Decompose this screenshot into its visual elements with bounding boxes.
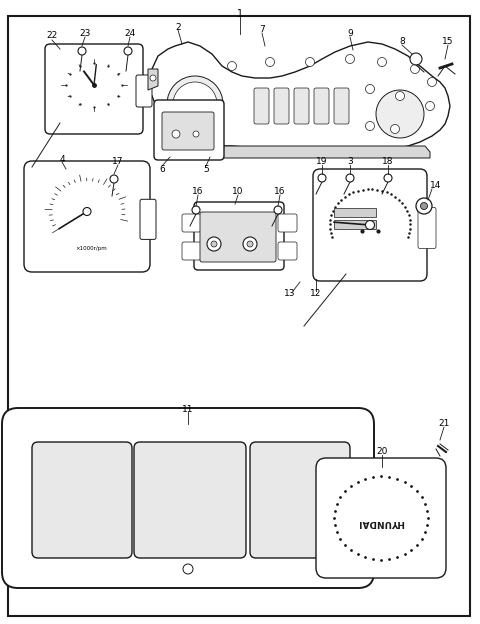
FancyBboxPatch shape (313, 169, 427, 281)
Circle shape (83, 208, 91, 215)
FancyBboxPatch shape (200, 212, 276, 262)
Text: 20: 20 (376, 447, 388, 457)
Circle shape (173, 82, 217, 126)
FancyBboxPatch shape (140, 199, 156, 240)
Circle shape (305, 57, 314, 67)
Text: 10: 10 (232, 187, 244, 197)
Circle shape (274, 206, 282, 214)
Polygon shape (148, 42, 450, 156)
Circle shape (228, 62, 237, 71)
Text: 4: 4 (59, 155, 65, 163)
Text: 12: 12 (310, 290, 322, 298)
Circle shape (124, 47, 132, 55)
FancyBboxPatch shape (162, 112, 214, 150)
FancyBboxPatch shape (182, 242, 201, 260)
Circle shape (172, 130, 180, 138)
Text: 22: 22 (47, 31, 58, 41)
Text: 19: 19 (316, 157, 328, 167)
FancyBboxPatch shape (254, 88, 269, 124)
Polygon shape (210, 146, 430, 158)
Circle shape (265, 57, 275, 67)
Text: 16: 16 (192, 187, 204, 197)
FancyBboxPatch shape (334, 88, 349, 124)
FancyBboxPatch shape (250, 442, 350, 558)
Circle shape (365, 220, 374, 230)
Text: 24: 24 (124, 29, 136, 39)
Circle shape (346, 54, 355, 64)
Circle shape (376, 90, 424, 138)
Circle shape (247, 241, 253, 247)
Circle shape (410, 53, 422, 65)
Text: 8: 8 (399, 37, 405, 47)
Text: 5: 5 (203, 165, 209, 173)
FancyBboxPatch shape (154, 100, 224, 160)
Text: 9: 9 (347, 29, 353, 39)
Circle shape (420, 203, 428, 210)
Circle shape (346, 174, 354, 182)
Circle shape (365, 84, 374, 94)
Text: 1: 1 (237, 9, 243, 19)
Text: 18: 18 (382, 157, 394, 167)
FancyBboxPatch shape (316, 458, 446, 578)
Text: HYUNDAI: HYUNDAI (358, 517, 405, 527)
Text: 2: 2 (175, 22, 181, 31)
Polygon shape (148, 69, 158, 90)
Circle shape (192, 206, 200, 214)
Bar (334, 208, 376, 217)
FancyBboxPatch shape (418, 207, 436, 248)
Text: ×1000r/pm: ×1000r/pm (75, 246, 107, 251)
Text: 21: 21 (438, 419, 450, 429)
FancyBboxPatch shape (136, 75, 152, 107)
Circle shape (110, 175, 118, 183)
FancyBboxPatch shape (278, 214, 297, 232)
FancyBboxPatch shape (194, 202, 284, 270)
Text: 6: 6 (159, 165, 165, 173)
Circle shape (150, 75, 156, 81)
Text: 16: 16 (274, 187, 286, 197)
Circle shape (384, 174, 392, 182)
FancyBboxPatch shape (134, 442, 246, 558)
Circle shape (167, 76, 223, 132)
FancyBboxPatch shape (45, 44, 143, 134)
Circle shape (243, 237, 257, 251)
Circle shape (428, 77, 436, 87)
Circle shape (211, 241, 217, 247)
Circle shape (425, 102, 434, 110)
Text: 23: 23 (79, 29, 91, 39)
Circle shape (410, 64, 420, 74)
Circle shape (193, 131, 199, 137)
Text: 13: 13 (284, 290, 296, 298)
Circle shape (318, 174, 326, 182)
FancyBboxPatch shape (274, 88, 289, 124)
FancyBboxPatch shape (32, 442, 132, 558)
Circle shape (207, 237, 221, 251)
FancyBboxPatch shape (294, 88, 309, 124)
Circle shape (377, 57, 386, 67)
FancyBboxPatch shape (314, 88, 329, 124)
Bar (334, 220, 376, 229)
Circle shape (391, 125, 399, 134)
Text: 3: 3 (347, 157, 353, 167)
Text: 15: 15 (442, 37, 454, 47)
Text: 14: 14 (430, 182, 442, 190)
Circle shape (183, 564, 193, 574)
Circle shape (396, 92, 405, 100)
Circle shape (365, 122, 374, 130)
FancyBboxPatch shape (24, 161, 150, 272)
Text: 11: 11 (182, 404, 194, 414)
FancyBboxPatch shape (2, 408, 374, 588)
Circle shape (78, 47, 86, 55)
FancyBboxPatch shape (278, 242, 297, 260)
Circle shape (416, 198, 432, 214)
Text: 7: 7 (259, 26, 265, 34)
Text: 17: 17 (112, 157, 124, 167)
FancyBboxPatch shape (182, 214, 201, 232)
